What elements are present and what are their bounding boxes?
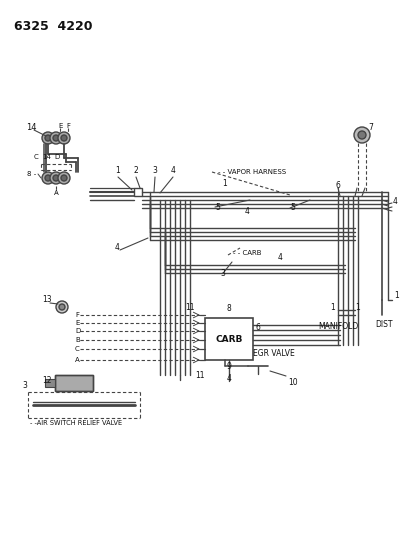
Text: 11: 11: [185, 303, 195, 312]
Circle shape: [56, 301, 68, 313]
Text: 3: 3: [220, 269, 225, 278]
Text: B: B: [75, 337, 80, 343]
Bar: [55, 375, 93, 391]
Text: E: E: [58, 123, 62, 129]
Circle shape: [53, 135, 59, 141]
Circle shape: [53, 175, 59, 181]
Circle shape: [42, 132, 54, 144]
Circle shape: [58, 172, 70, 184]
Text: E: E: [75, 320, 80, 326]
Circle shape: [58, 132, 70, 144]
Text: F: F: [66, 123, 70, 129]
Text: - - VAPOR HARNESS: - - VAPOR HARNESS: [218, 169, 286, 175]
Text: 1: 1: [330, 303, 335, 312]
Text: 7: 7: [368, 123, 373, 132]
Text: MANIFOLD: MANIFOLD: [318, 322, 358, 331]
Text: 10: 10: [288, 378, 297, 387]
Circle shape: [50, 172, 62, 184]
Text: A: A: [75, 357, 80, 363]
Text: 14: 14: [26, 124, 36, 133]
Text: 13: 13: [42, 295, 52, 304]
Text: 4: 4: [171, 166, 175, 175]
Bar: [134, 188, 142, 196]
Circle shape: [61, 135, 67, 141]
Text: D: D: [75, 328, 80, 334]
Circle shape: [45, 175, 51, 181]
Text: 5: 5: [215, 203, 220, 212]
Text: 9: 9: [226, 362, 231, 371]
Circle shape: [358, 131, 366, 139]
Text: 4: 4: [226, 374, 231, 383]
Text: - -AIR SWITCH RELIEF VALVE: - -AIR SWITCH RELIEF VALVE: [30, 420, 122, 426]
Bar: [205, 318, 253, 360]
Circle shape: [61, 175, 67, 181]
Text: 4: 4: [393, 197, 398, 206]
Text: 1: 1: [394, 290, 399, 300]
Text: D: D: [54, 154, 59, 160]
Text: 8 -: 8 -: [27, 171, 36, 177]
Text: A: A: [54, 190, 59, 196]
Text: 6: 6: [256, 323, 261, 332]
Text: 1: 1: [355, 303, 360, 312]
Circle shape: [50, 132, 62, 144]
Text: DIST: DIST: [375, 320, 393, 329]
Text: C: C: [34, 154, 39, 160]
Text: 14: 14: [42, 154, 51, 160]
Text: 1: 1: [115, 166, 120, 175]
Circle shape: [45, 135, 51, 141]
Text: 4: 4: [278, 254, 283, 262]
Text: EGR VALVE: EGR VALVE: [253, 349, 295, 358]
Text: 6: 6: [335, 182, 340, 190]
Circle shape: [59, 304, 65, 310]
Text: CARB: CARB: [215, 335, 243, 343]
Text: 12: 12: [42, 376, 51, 385]
Text: - - CARB: - - CARB: [233, 250, 262, 256]
Text: 1: 1: [223, 179, 227, 188]
Text: 5: 5: [290, 204, 295, 213]
Text: 2: 2: [134, 166, 138, 175]
Text: 6325  4220: 6325 4220: [14, 20, 93, 33]
Text: 11: 11: [195, 370, 204, 379]
Text: 4: 4: [115, 244, 120, 253]
Text: 8: 8: [226, 304, 231, 313]
Circle shape: [42, 172, 54, 184]
Text: C: C: [75, 346, 80, 352]
Text: F: F: [75, 312, 79, 318]
Text: 4: 4: [245, 206, 250, 215]
Bar: [45, 379, 55, 387]
Circle shape: [354, 127, 370, 143]
Bar: [55, 375, 93, 391]
Text: 3: 3: [22, 381, 27, 390]
Text: 3: 3: [153, 166, 157, 175]
